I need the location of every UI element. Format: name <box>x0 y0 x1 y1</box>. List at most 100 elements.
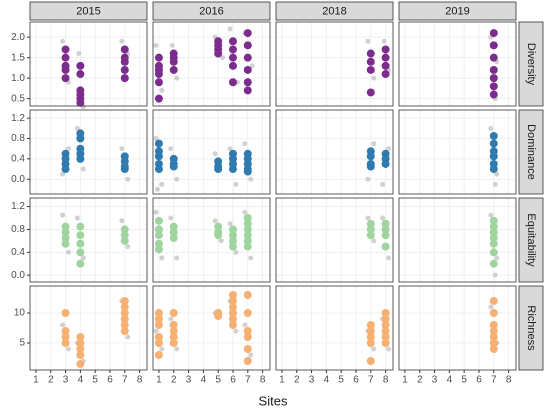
point <box>243 78 252 87</box>
panel-border <box>398 197 517 283</box>
background-point <box>371 75 377 81</box>
x-tick-label: 2 <box>48 375 54 386</box>
point <box>76 259 85 268</box>
point <box>154 225 163 234</box>
point <box>489 74 498 83</box>
point <box>120 57 129 66</box>
point <box>169 333 178 341</box>
x-tick-label: 4 <box>78 375 84 386</box>
point <box>154 165 163 174</box>
point <box>228 303 237 311</box>
x-tick-label: 7 <box>245 375 251 386</box>
point <box>243 231 252 240</box>
y-tick-label: 10 <box>14 308 26 319</box>
panel-bg <box>153 110 270 194</box>
point <box>228 315 237 323</box>
point <box>243 219 252 228</box>
y-tick-label: 5 <box>19 338 25 349</box>
point <box>169 228 178 237</box>
point <box>228 45 237 54</box>
panel-bg <box>30 110 147 194</box>
point <box>154 139 163 148</box>
background-point <box>168 215 174 221</box>
point <box>228 231 237 240</box>
point <box>228 37 237 46</box>
point <box>489 222 498 231</box>
background-point <box>159 346 165 352</box>
x-tick-label: 4 <box>324 375 330 386</box>
x-tick-label: 6 <box>353 375 359 386</box>
point <box>76 154 85 163</box>
point <box>154 94 163 103</box>
point <box>243 242 252 251</box>
strip-bg <box>518 197 544 283</box>
background-point <box>212 151 218 157</box>
point <box>169 65 178 74</box>
background-point <box>218 238 224 244</box>
background-point <box>169 42 175 48</box>
point <box>154 53 163 62</box>
y-tick-label: 0.4 <box>11 154 25 165</box>
background-point <box>66 346 72 352</box>
background-point <box>386 255 392 261</box>
background-point <box>66 249 72 255</box>
x-tick-label: 8 <box>260 375 266 386</box>
background-point <box>119 38 125 44</box>
background-point <box>492 181 498 187</box>
point <box>489 259 498 268</box>
point <box>154 351 163 359</box>
x-tick-label: 4 <box>447 375 453 386</box>
point <box>489 297 498 305</box>
x-tick-label: 7 <box>491 375 497 386</box>
background-point <box>233 249 239 255</box>
point <box>214 165 223 174</box>
background-point <box>153 209 159 215</box>
point <box>76 231 85 240</box>
point <box>120 315 129 323</box>
background-point <box>174 176 180 182</box>
point <box>228 165 237 174</box>
x-axis-title: Sites <box>259 393 288 408</box>
point <box>489 239 498 248</box>
point <box>489 53 498 62</box>
panel-border <box>152 21 271 107</box>
x-tick-label: 6 <box>107 375 113 386</box>
point <box>243 29 252 38</box>
point <box>154 321 163 329</box>
panel-bg <box>276 110 393 194</box>
point <box>76 345 85 353</box>
y-tick-label: 1.2 <box>11 113 25 124</box>
panel-border <box>29 21 148 107</box>
background-point <box>488 212 494 218</box>
point <box>243 309 252 317</box>
background-point <box>154 186 160 192</box>
background-point <box>168 316 174 322</box>
background-point <box>125 176 131 182</box>
point <box>154 78 163 87</box>
point <box>214 49 223 58</box>
point <box>154 333 163 341</box>
point <box>381 339 390 347</box>
point <box>214 222 223 231</box>
panel-border <box>275 197 394 283</box>
y-tick-label: 0.8 <box>11 133 25 144</box>
point <box>366 219 375 228</box>
point <box>169 327 178 335</box>
x-tick-label: 6 <box>476 375 482 386</box>
point <box>366 88 375 97</box>
y-tick-label: 0.4 <box>11 247 25 258</box>
x-tick-label: 5 <box>92 375 98 386</box>
point <box>489 152 498 161</box>
x-tick-label: 2 <box>294 375 300 386</box>
x-tick-label: 1 <box>279 375 285 386</box>
point <box>228 309 237 317</box>
point <box>489 321 498 329</box>
point <box>120 165 129 174</box>
point <box>243 333 252 341</box>
point <box>381 315 390 323</box>
point <box>76 222 85 231</box>
point <box>243 327 252 335</box>
background-point <box>153 42 159 48</box>
point <box>489 29 498 38</box>
background-point <box>119 146 125 152</box>
